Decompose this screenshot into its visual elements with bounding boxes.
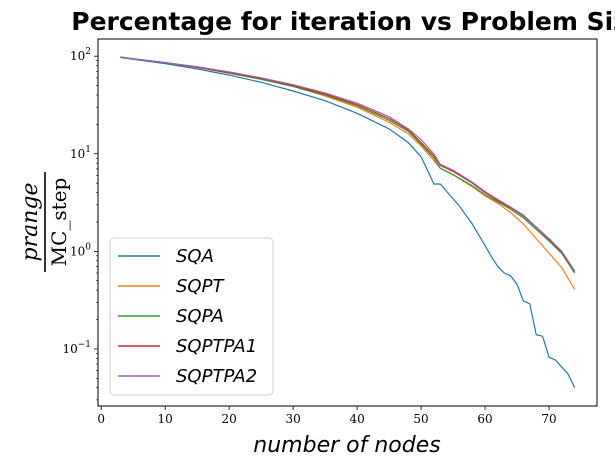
x-tick-label: 60 bbox=[477, 412, 492, 426]
x-tick-label: 10 bbox=[158, 412, 173, 426]
y-tick-label: 101 bbox=[70, 145, 91, 161]
x-axis: 0 10 20 30 40 50 60 70 bbox=[97, 406, 557, 426]
x-tick-label: 40 bbox=[349, 412, 364, 426]
legend-label-sqptpa1: SQPTPA1 bbox=[176, 336, 257, 357]
y-tick-label: 100 bbox=[70, 242, 91, 258]
x-tick-label: 20 bbox=[222, 412, 237, 426]
legend-label-sqa: SQA bbox=[176, 246, 214, 267]
plot-area-frame bbox=[97, 38, 598, 407]
y-tick-label: 102 bbox=[70, 47, 91, 63]
y-axis-label-denominator: MC_step bbox=[47, 178, 71, 267]
legend: SQA SQPT SQPA SQPTPA1 SQPTPA2 bbox=[109, 237, 274, 396]
legend-box bbox=[109, 237, 274, 396]
legend-label-sqptpa2: SQPTPA2 bbox=[176, 366, 257, 387]
series-line-sqptpa2 bbox=[120, 56, 576, 272]
x-tick-label: 50 bbox=[413, 412, 428, 426]
y-axis-label: prange MC_step bbox=[18, 172, 71, 272]
y-axis-label-numerator: prange bbox=[18, 183, 43, 262]
x-axis-label: number of nodes bbox=[253, 433, 440, 458]
x-tick-label: 0 bbox=[97, 412, 105, 426]
x-tick-label: 30 bbox=[285, 412, 300, 426]
legend-label-sqpt: SQPT bbox=[176, 276, 225, 297]
y-axis: 102 101 100 10−1 bbox=[62, 47, 98, 401]
chart-title: Percentage for iteration vs Problem Size bbox=[71, 7, 615, 36]
legend-label-sqpa: SQPA bbox=[176, 306, 224, 327]
x-tick-label: 70 bbox=[541, 412, 556, 426]
y-tick-label: 10−1 bbox=[62, 340, 91, 356]
series-layer bbox=[120, 56, 576, 388]
series-line-sqa bbox=[120, 56, 576, 388]
